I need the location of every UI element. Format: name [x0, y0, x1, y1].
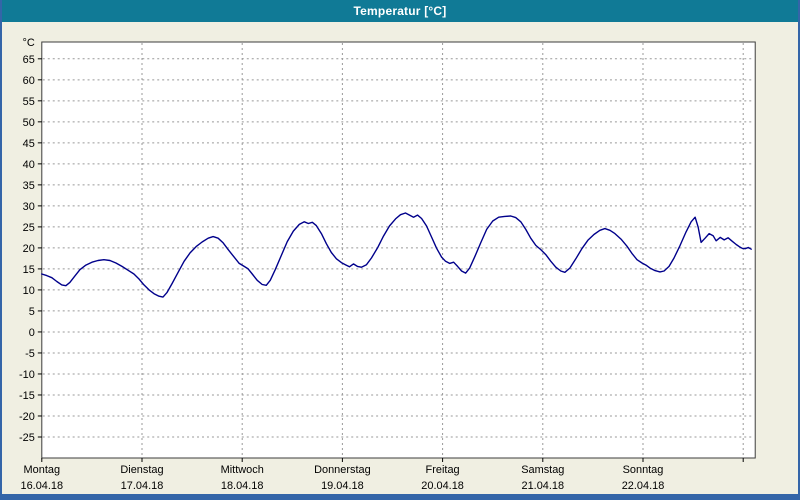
y-tick-label: -20: [19, 411, 35, 423]
x-day-name-label: Donnerstag: [314, 464, 371, 476]
y-tick-label: 15: [23, 264, 35, 276]
x-date-label: 21.04.18: [521, 480, 564, 492]
x-date-label: 17.04.18: [121, 480, 164, 492]
window-title-bar[interactable]: Temperatur [°C]: [2, 0, 798, 22]
y-axis-unit-label: °C: [23, 37, 35, 49]
y-tick-label: 40: [23, 159, 35, 171]
y-tick-label: 20: [23, 243, 35, 255]
x-date-label: 20.04.18: [421, 480, 464, 492]
y-tick-label: 5: [29, 306, 35, 318]
x-day-name-label: Dienstag: [120, 464, 163, 476]
x-day-name-label: Mittwoch: [221, 464, 264, 476]
x-date-label: 22.04.18: [622, 480, 665, 492]
y-tick-label: 0: [29, 327, 35, 339]
x-day-name-label: Samstag: [521, 464, 564, 476]
y-tick-label: -25: [19, 432, 35, 444]
y-tick-label: 50: [23, 117, 35, 129]
x-day-name-label: Montag: [24, 464, 61, 476]
x-date-label: 16.04.18: [21, 480, 64, 492]
y-tick-label: 35: [23, 180, 35, 192]
x-date-label: 19.04.18: [321, 480, 364, 492]
y-tick-label: 60: [23, 75, 35, 87]
x-day-name-label: Sonntag: [623, 464, 664, 476]
y-tick-label: 30: [23, 201, 35, 213]
y-tick-label: -5: [25, 348, 35, 360]
y-tick-label: 65: [23, 54, 35, 66]
x-day-name-label: Freitag: [426, 464, 460, 476]
window-title: Temperatur [°C]: [353, 4, 447, 18]
y-tick-label: 45: [23, 138, 35, 150]
temperature-line: [41, 212, 752, 298]
y-tick-label: -15: [19, 390, 35, 402]
y-tick-label: 10: [23, 285, 35, 297]
plot-background: [41, 41, 756, 459]
x-date-label: 18.04.18: [221, 480, 264, 492]
y-tick-label: -10: [19, 369, 35, 381]
temperature-chart: 65605550454035302520151050-5-10-15-20-25…: [19, 37, 756, 492]
chart-area: 65 60 55 50 45 40 35 30 25 20 15 10 5 0 -5 -10 -15 -20 -25…: [2, 22, 798, 494]
y-tick-label: 55: [23, 96, 35, 108]
y-tick-label: 25: [23, 222, 35, 234]
